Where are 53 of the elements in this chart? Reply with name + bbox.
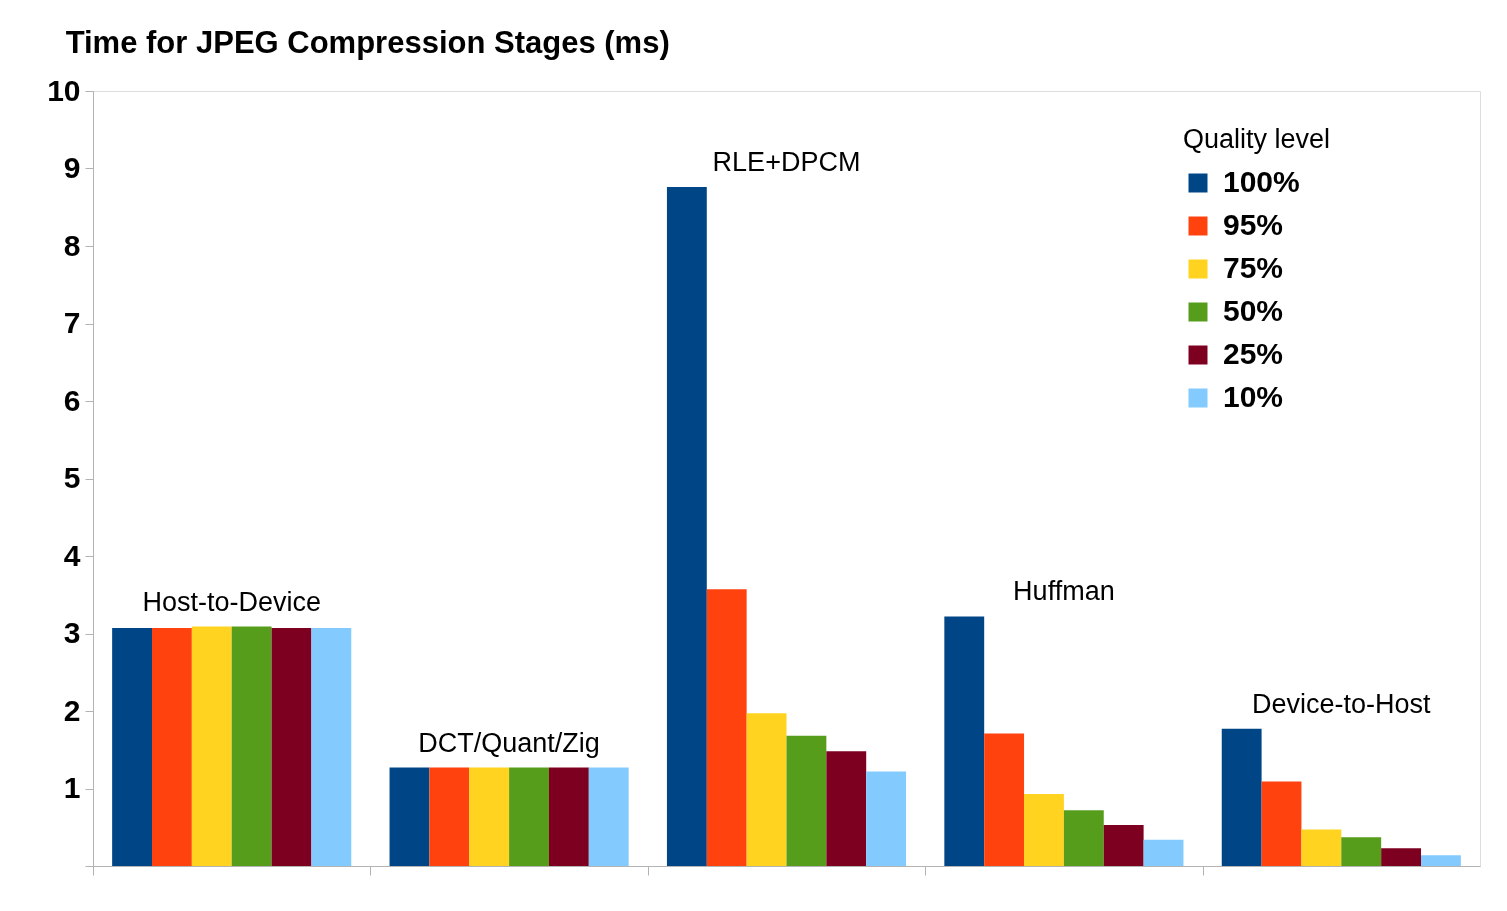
y-tick-label: 7 — [63, 306, 81, 339]
bar — [1261, 781, 1302, 866]
x-tick-label: DCT/Quant/Zig — [418, 727, 600, 758]
bar — [1063, 810, 1104, 866]
bar — [746, 713, 787, 866]
bar — [509, 767, 549, 866]
legend-title: Quality level — [1183, 124, 1331, 154]
bar — [1221, 728, 1262, 866]
bar — [1103, 824, 1144, 866]
bar — [389, 767, 430, 866]
chart-title: Time for JPEG Compression Stages (ms) — [65, 25, 670, 60]
bar — [666, 187, 707, 866]
bar — [1143, 839, 1184, 866]
bar — [786, 735, 827, 866]
y-tick-label: 6 — [63, 383, 81, 417]
legend-label: 100% — [1223, 165, 1300, 198]
y-tick-label: 3 — [63, 616, 81, 649]
bar — [866, 771, 907, 866]
bar — [1381, 848, 1422, 866]
bar — [548, 767, 589, 866]
legend-label: 10% — [1223, 380, 1284, 413]
y-tick-label: 5 — [63, 461, 81, 494]
bar — [1421, 855, 1461, 866]
bar — [1301, 829, 1342, 866]
bar — [231, 626, 272, 866]
bar — [1341, 837, 1382, 866]
bar — [984, 733, 1025, 866]
y-tick-label: 8 — [63, 228, 81, 262]
bar — [469, 767, 510, 866]
x-tick-label: Huffman — [1013, 576, 1115, 607]
legend-label: 75% — [1223, 251, 1284, 284]
bar — [706, 589, 747, 866]
y-tick-label: 1 — [63, 771, 81, 804]
bar — [429, 767, 470, 866]
bar — [271, 628, 312, 866]
y-tick-label: 10 — [47, 73, 81, 107]
legend-label: 50% — [1223, 294, 1284, 327]
bar — [588, 767, 629, 866]
bar — [151, 628, 192, 866]
legend-label: 95% — [1223, 208, 1284, 241]
y-tick-label: 9 — [63, 151, 81, 184]
x-tick-label: Device-to-Host — [1252, 688, 1432, 719]
bar — [944, 616, 985, 866]
bar — [311, 628, 352, 866]
x-tick-label: Host-to-Device — [142, 586, 321, 617]
bar — [112, 628, 152, 866]
bar — [826, 751, 867, 866]
y-tick-label: 4 — [63, 538, 81, 572]
legend-label: 25% — [1223, 337, 1284, 370]
bar — [1024, 793, 1064, 866]
bar — [191, 626, 232, 866]
y-tick-label: 2 — [63, 693, 81, 727]
x-tick-label: RLE+DPCM — [712, 147, 861, 178]
